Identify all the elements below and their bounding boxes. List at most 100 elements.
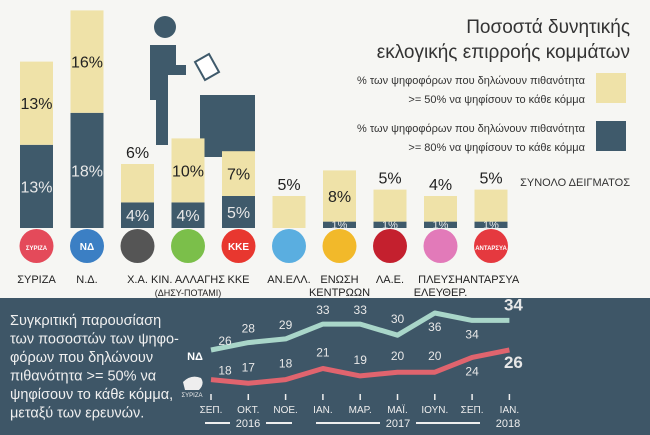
panel-description-line: φόρων που δηλώνουν (10, 350, 153, 366)
party-label: Ν.Δ. (76, 274, 97, 286)
panel-description-line: πιθανότητα >= 50% να (10, 369, 156, 385)
line-nd (210, 310, 510, 353)
party-logo-text: ΚΚΕ (228, 242, 249, 253)
chart-title-line2: εκλογικής επιρροής κομμάτων (377, 42, 630, 63)
syriza-logo-icon (183, 376, 203, 390)
x-tick-label: ΣΕΠ. (461, 405, 484, 416)
bar-segment-80 (323, 221, 356, 228)
x-tick-label: ΝΟΕ. (273, 405, 297, 416)
bar-label-80: 1% (332, 220, 348, 232)
line-data-label: 30 (391, 312, 405, 326)
party-label: ΚΚΕ (227, 274, 249, 286)
x-tick-label: ΣΕΠ. (200, 405, 223, 416)
bar-segment-50 (70, 10, 104, 113)
party-sublabel: (ΔΗΣΥ-ΠΟΤΑΜΙ) (155, 288, 222, 298)
bar-label-50: 16% (71, 55, 103, 72)
bar-segment-50 (171, 138, 205, 203)
panel-description-line: μεταξύ των ερευνών. (10, 406, 144, 422)
x-tick-label: ΙΑΝ. (313, 405, 332, 416)
bar-segment-80 (373, 221, 407, 228)
line-data-label: 28 (242, 322, 256, 336)
party-label: ΑΝ.ΕΛΛ. (267, 274, 310, 286)
bar-label-80: 4% (176, 208, 199, 225)
party-logo-icon (272, 229, 306, 263)
bar-segment-50 (222, 151, 255, 196)
party-label: ΣΥΡΙΖΑ (17, 274, 56, 286)
party-label: ΚΙΝ. ΑΛΛΑΓΗΣ (151, 274, 225, 286)
line-data-label: 34 (465, 327, 479, 341)
party-logo-icon (322, 229, 357, 263)
chart-subtitle: ΣΥΝΟΛΟ ΔΕΙΓΜΑΤΟΣ (520, 177, 630, 189)
bar-label-50: 5% (277, 177, 300, 194)
year-label: 2016 (236, 418, 260, 430)
bar-label-50: 13% (20, 96, 52, 113)
party-label: ΛΑ.Ε. (376, 274, 404, 286)
bar-segment-80 (424, 221, 457, 228)
bar-label-80: 1% (382, 220, 398, 232)
bar-segment-50 (424, 196, 457, 222)
nd-series-label: ΝΔ (187, 351, 203, 363)
bar-segment-80 (222, 196, 255, 228)
party-label: ΕΝΩΣΗ (320, 274, 358, 286)
line-data-label: 18 (218, 364, 232, 378)
bar-label-50: 8% (328, 189, 351, 206)
legend-text: % των ψηφοφόρων που δηλώνουν πιθανότητα (357, 123, 586, 135)
bar-segment-50 (20, 61, 53, 145)
chart-title-line1: Ποσοστά δυνητικής (466, 17, 630, 38)
bar-segment-80 (20, 144, 53, 228)
party-logo-text: ΣΥΡΙΖΑ (26, 246, 48, 252)
line-data-label: 33 (316, 303, 330, 317)
line-data-label: 24 (465, 364, 479, 378)
bar-segment-80 (70, 112, 104, 228)
line-syriza (210, 347, 510, 386)
syriza-series-label: ΣΥΡΙΖΑ (181, 393, 202, 399)
bar-label-80: 5% (227, 205, 250, 222)
x-tick-label: ΜΑΪ. (387, 404, 408, 416)
year-bg (380, 416, 416, 429)
line-data-label: 33 (354, 303, 368, 317)
party-logo-text: ΑΝΤΑΡΣΥΑ (475, 246, 507, 252)
party-logo-icon (171, 229, 205, 263)
party-logo-icon (474, 229, 508, 263)
year-label: 2018 (496, 418, 520, 430)
bar-segment-50 (323, 170, 356, 222)
party-logo-text: ΝΔ (80, 242, 94, 253)
line-data-label: 20 (428, 349, 442, 363)
party-logo-icon (19, 229, 54, 263)
panel-description-line: Συγκριτική παρουσίαση (10, 313, 161, 329)
party-logo-icon (423, 229, 458, 263)
line-data-label: 19 (354, 353, 368, 367)
bar-label-80: 1% (433, 220, 449, 232)
bar-segment-80 (121, 202, 154, 228)
bar-label-50: 7% (227, 167, 250, 184)
bar-label-80: 1% (483, 220, 499, 232)
bar-label-50: 10% (172, 163, 204, 180)
party-logo-icon (373, 229, 407, 263)
party-label: ΑΝΤΑΡΣΥΑ (463, 274, 520, 286)
line-data-label: 18 (279, 357, 293, 371)
bar-label-50: 4% (429, 177, 452, 194)
bar-label-50: 5% (479, 171, 502, 188)
bar-segment-50 (272, 196, 306, 228)
panel-description-line: των ποσοστών των ψηφο- (10, 332, 179, 348)
panel-description-line: ψηφίσουν το κάθε κόμμα, (10, 387, 173, 403)
line-data-label: 34 (504, 295, 523, 314)
x-tick-label: ΜΑΡ. (349, 405, 372, 416)
legend-text: >= 50% να ψηφίσουν το κάθε κόμμα (408, 94, 585, 106)
line-data-label: 20 (391, 349, 405, 363)
party-logo-icon (221, 229, 256, 263)
year-bg (230, 416, 266, 429)
bar-segment-50 (373, 189, 407, 222)
line-data-label: 26 (504, 353, 523, 372)
line-data-label: 29 (279, 318, 293, 332)
legend-text: >= 80% να ψηφίσουν το κάθε κόμμα (408, 142, 585, 154)
legend-swatch (596, 121, 626, 151)
party-label: ΠΛΕΥΣΗ (418, 274, 463, 286)
bar-segment-50 (121, 164, 154, 203)
year-label: 2017 (386, 418, 410, 430)
bar-label-80: 13% (20, 179, 52, 196)
party-logo-icon (70, 229, 104, 263)
bar-segment-80 (171, 202, 205, 228)
party-label: Χ.Α. (127, 274, 148, 286)
